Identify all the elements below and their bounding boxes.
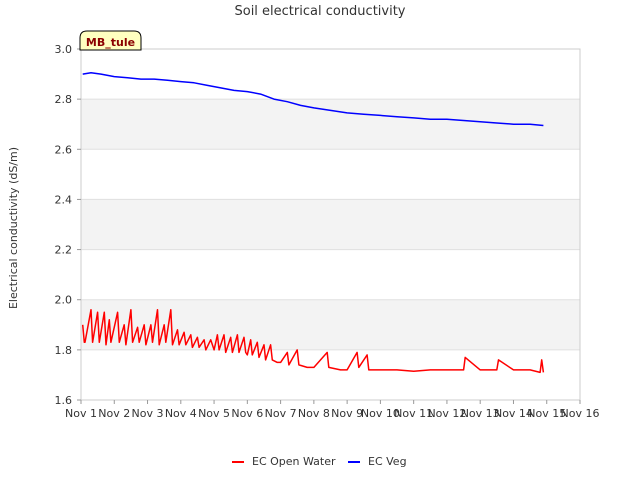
x-tick-label: Nov 16 [561,407,600,420]
chart-title: Soil electrical conductivity [234,4,405,19]
y-tick-label: 2.8 [55,93,73,106]
x-tick-label: Nov 14 [494,407,533,420]
station-tag-box [79,30,142,51]
legend-label-veg: EC Veg [368,455,407,468]
series-line-open-water [81,308,545,374]
series-line-veg [82,72,544,127]
x-tick-label: Nov 1 [65,407,97,420]
y-tick-label: 2.0 [55,294,73,307]
x-tick-label: Nov 11 [394,407,433,420]
y-tick-label: 1.6 [55,394,73,407]
legend-label-open-water: EC Open Water [252,455,336,468]
x-tick-label: Nov 5 [198,407,230,420]
plot-band [81,99,580,150]
y-axis-ticks: 1.6 1.8 2.0 2.2 2.4 2.6 2.8 3.0 [55,43,81,407]
plot-band [81,199,580,250]
x-tick-label: Nov 8 [298,407,330,420]
legend: EC Open Water EC Veg [232,455,407,468]
station-tag-label: MB_tule [86,36,135,49]
y-tick-label: 2.6 [55,143,73,156]
x-tick-label: Nov 3 [132,407,164,420]
x-tick-label: Nov 2 [98,407,130,420]
series-layer [81,72,545,374]
y-tick-label: 3.0 [55,43,73,56]
plot-frame [80,48,581,401]
y-tick-label: 1.8 [55,344,73,357]
x-tick-label: Nov 7 [265,407,297,420]
y-tick-label: 2.2 [55,244,73,257]
x-tick-label: Nov 6 [231,407,263,420]
x-tick-label: Nov 9 [331,407,363,420]
y-tick-label: 2.4 [55,193,73,206]
y-axis-label: Electrical conductivity (dS/m) [7,147,20,309]
x-tick-label: Nov 15 [527,407,566,420]
x-axis-ticks: Nov 1 Nov 2 Nov 3 Nov 4 Nov 5 Nov 6 Nov 7 Nov 8… [65,400,599,420]
x-tick-label: Nov 10 [361,407,400,420]
x-tick-label: Nov 4 [165,407,197,420]
x-tick-label: Nov 12 [427,407,466,420]
x-tick-label: Nov 13 [461,407,500,420]
station-tag: MB_tule [79,30,142,51]
plot-bands [81,99,580,350]
